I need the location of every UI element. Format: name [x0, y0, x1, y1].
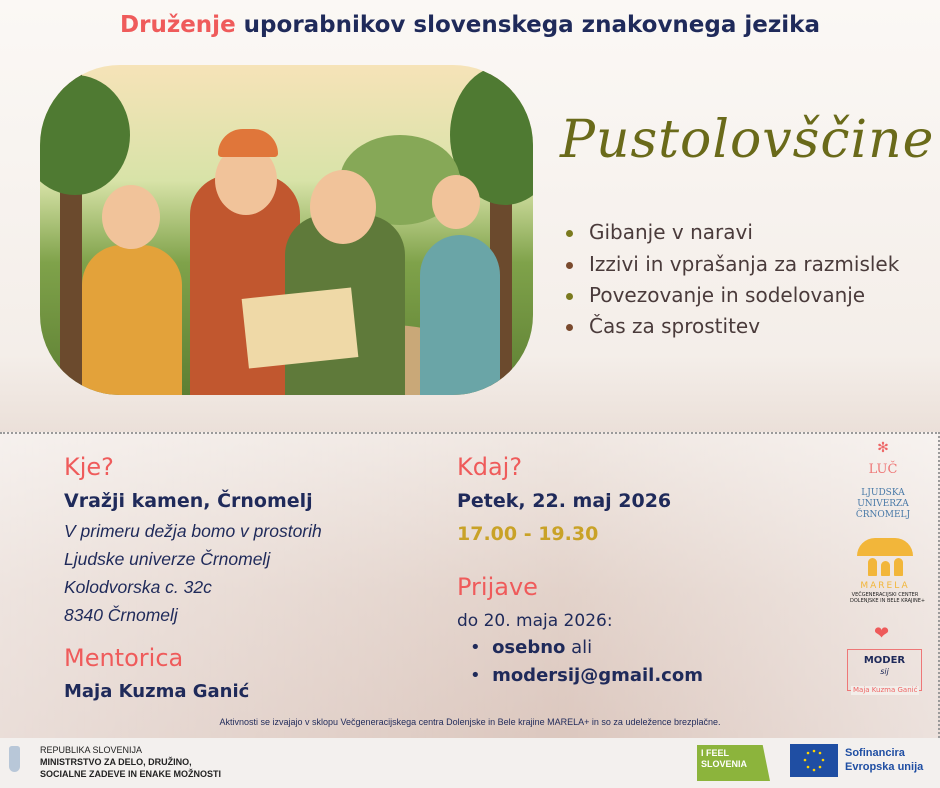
ifeel-text: SLOVENIA — [701, 759, 748, 769]
bullet-icon — [566, 262, 573, 269]
eu-text: Sofinancira — [845, 747, 905, 759]
lu-text: UNIVERZA — [857, 499, 909, 509]
signup-item: • osebno ali — [470, 637, 593, 658]
ministry-line: MINISTRSTVO ZA DELO, DRUŽINO, — [40, 757, 192, 767]
when-date: Petek, 22. maj 2026 — [457, 490, 672, 512]
script-title: Pustolovščine — [560, 110, 935, 170]
where-place: Vražji kamen, Črnomelj — [64, 490, 313, 512]
when-time: 17.00 - 19.30 — [457, 523, 599, 545]
where-line: 8340 Črnomelj — [64, 605, 178, 625]
moder-name: Maja Kuzma Ganić — [851, 686, 920, 695]
ministry-line: REPUBLIKA SLOVENIJA — [40, 745, 143, 755]
coat-of-arms-icon — [9, 746, 20, 772]
mentor-heading: Mentorica — [64, 644, 184, 672]
marela-logo: MARELA VEČGENERACIJSKI CENTER DOLENJSKE I… — [850, 538, 926, 604]
moder-text: MODER — [863, 655, 906, 666]
ifeel-text: I FEEL — [701, 748, 730, 758]
hikers-illustration — [40, 65, 533, 395]
bullet-icon — [566, 230, 573, 237]
email-link[interactable]: modersij@gmail.com — [492, 665, 703, 686]
marela-sub: DOLENJSKE IN BELE KRAJINE+ — [850, 598, 926, 604]
signup-item[interactable]: • modersij@gmail.com — [470, 665, 703, 686]
title-rest: uporabnikov slovenskega znakovnega jezik… — [235, 12, 820, 38]
signup-rest: ali — [565, 637, 593, 658]
bullet-item: Čas za sprostitev — [566, 314, 760, 338]
where-heading: Kje? — [64, 453, 114, 481]
where-line: V primeru dežja bomo v prostorih — [64, 521, 322, 541]
moder-logo: MODER sij — [847, 649, 922, 691]
where-line: Ljudske univerze Črnomelj — [64, 549, 271, 569]
umbrella-icon — [857, 538, 913, 556]
signup-bold: osebno — [492, 637, 566, 658]
bullet-item: Povezovanje in sodelovanje — [566, 283, 865, 307]
signup-heading: Prijave — [457, 573, 538, 601]
bullet-text: Čas za sprostitev — [589, 314, 761, 338]
bullet-icon — [566, 324, 573, 331]
bullet-text: Izzivi in vprašanja za razmislek — [589, 252, 900, 276]
title-highlight: Druženje — [120, 12, 236, 38]
marela-sub: VEČGENERACIJSKI CENTER — [851, 592, 919, 598]
mentor-name: Maja Kuzma Ganić — [64, 681, 250, 702]
sparkle-icon: ✻ — [877, 440, 889, 456]
where-line: Kolodvorska c. 32c — [64, 577, 212, 597]
bullet-item: Gibanje v naravi — [566, 220, 753, 244]
bullet-text: Povezovanje in sodelovanje — [589, 283, 866, 307]
info-panel — [0, 432, 940, 738]
luc-text: LUČ — [868, 462, 898, 477]
note: Aktivnosti se izvajajo v sklopu Večgener… — [219, 717, 721, 727]
signup-deadline: do 20. maja 2026: — [457, 611, 613, 631]
footer: REPUBLIKA SLOVENIJA MINISTRSTVO ZA DELO, … — [0, 738, 940, 788]
bullet-item: Izzivi in vprašanja za razmislek — [566, 252, 899, 276]
page-title: Druženje uporabnikov slovenskega znakovn… — [0, 12, 940, 38]
marela-text: MARELA — [860, 581, 910, 591]
people-icon — [850, 558, 920, 578]
lu-text: ČRNOMELJ — [855, 510, 911, 520]
moder-sig: sij — [880, 667, 889, 676]
i-feel-slovenia-logo: I FEEL SLOVENIA — [697, 745, 770, 781]
hearts-icon: ❤ — [874, 623, 890, 644]
eu-text: Evropska unija — [845, 761, 924, 773]
ministry-line: SOCIALNE ZADEVE IN ENAKE MOŽNOSTI — [40, 769, 222, 779]
eu-flag-icon — [790, 744, 838, 777]
bullet-icon — [566, 293, 573, 300]
lu-text: LJUDSKA — [861, 488, 905, 498]
when-heading: Kdaj? — [457, 453, 523, 481]
luc-logo: ✻ LUČ LJUDSKA UNIVERZA ČRNOMELJ — [848, 440, 918, 521]
bullet-text: Gibanje v naravi — [589, 220, 753, 244]
